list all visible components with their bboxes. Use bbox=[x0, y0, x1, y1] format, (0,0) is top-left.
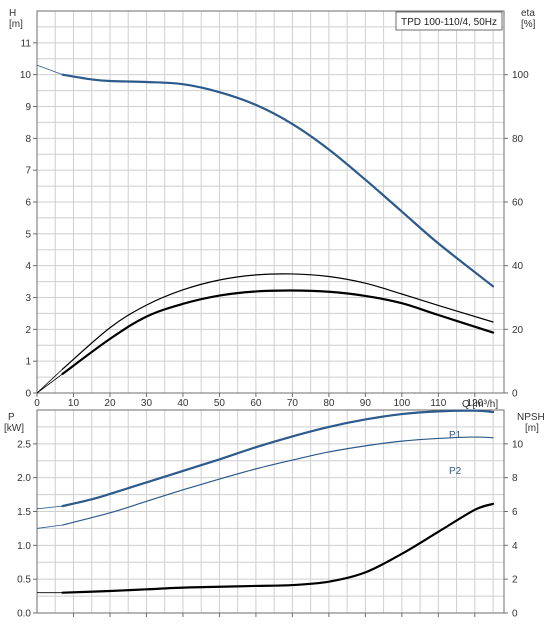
y2-tick-label: 6 bbox=[512, 507, 518, 518]
x-tick-label: 10 bbox=[68, 398, 80, 409]
x-tick-label: 60 bbox=[250, 398, 262, 409]
y2-tick-label: 20 bbox=[512, 325, 524, 336]
x-tick-label: 20 bbox=[104, 398, 116, 409]
y2-axis-label-eta-line1: eta bbox=[521, 8, 535, 19]
head-panel-series-0-curve bbox=[61, 73, 495, 288]
y2-tick-label: 4 bbox=[512, 541, 518, 552]
y-tick-label: 1.5 bbox=[17, 507, 31, 518]
series-label-p2: P2 bbox=[449, 466, 462, 477]
y2-tick-label: 8 bbox=[512, 473, 518, 484]
y2-tick-label: 10 bbox=[512, 439, 524, 450]
grid-lines bbox=[37, 11, 504, 613]
plot-frames bbox=[36, 10, 505, 614]
x-tick-label: 90 bbox=[360, 398, 372, 409]
series-label-p1: P1 bbox=[449, 430, 462, 441]
x-tick-label: 120 bbox=[466, 398, 483, 409]
power-panel-series-0-extrapolation bbox=[36, 505, 63, 510]
power-panel-series-1-extrapolation bbox=[36, 524, 63, 529]
x-tick-label: 0 bbox=[34, 398, 40, 409]
y-tick-label: 9 bbox=[25, 102, 31, 113]
y2-axis-label-eta-line2: [%] bbox=[521, 19, 536, 30]
x-tick-label: 50 bbox=[214, 398, 226, 409]
y-tick-label: 6 bbox=[25, 198, 31, 209]
head-panel-series-1-extrapolation bbox=[36, 368, 63, 394]
y2-tick-label: 40 bbox=[512, 261, 524, 272]
y-tick-label: 7 bbox=[25, 166, 31, 177]
x-tick-label: 40 bbox=[177, 398, 189, 409]
y-axis-label-head-line2: [m] bbox=[9, 19, 23, 30]
y-tick-label: 2 bbox=[25, 325, 31, 336]
y-axis-label-power-line2: [kW] bbox=[4, 423, 24, 434]
power-panel-series-2-curve bbox=[61, 502, 495, 594]
curves bbox=[36, 64, 495, 594]
y2-tick-label: 80 bbox=[512, 134, 524, 145]
chart-title: TPD 100-110/4, 50Hz bbox=[401, 17, 497, 28]
y-tick-label: 2.5 bbox=[17, 439, 31, 450]
x-tick-label: 110 bbox=[430, 398, 446, 409]
x-tick-label: 30 bbox=[141, 398, 153, 409]
y2-tick-label: 0 bbox=[512, 389, 518, 400]
y-tick-label: 1.0 bbox=[17, 541, 31, 552]
y2-axis-label-npsh-line2: [m] bbox=[525, 423, 539, 434]
x-tick-label: 100 bbox=[394, 398, 411, 409]
head-panel-series-0-extrapolation bbox=[36, 64, 63, 76]
head-panel-series-1-curve bbox=[61, 273, 494, 370]
y-tick-label: 5 bbox=[25, 229, 31, 240]
y-tick-label: 8 bbox=[25, 134, 31, 145]
power-panel-series-1-curve bbox=[61, 436, 494, 526]
y-tick-label: 11 bbox=[21, 38, 32, 49]
power-panel-series-0-curve bbox=[61, 409, 495, 508]
x-axis-label: Q [m³/h] bbox=[462, 399, 498, 410]
x-tick-label: 70 bbox=[287, 398, 299, 409]
y-tick-label: 2.0 bbox=[17, 473, 31, 484]
y-axis-label-power: P [kW] bbox=[4, 412, 24, 434]
y-tick-label: 1 bbox=[25, 357, 31, 368]
y-tick-label: 3 bbox=[25, 293, 31, 304]
y2-tick-label: 60 bbox=[512, 198, 524, 209]
y-tick-label: 0.0 bbox=[17, 609, 31, 620]
x-tick-label: 80 bbox=[323, 398, 335, 409]
y-tick-label: 0.5 bbox=[17, 575, 31, 586]
head-panel-series-2-curve bbox=[61, 289, 495, 375]
y-axis-label-head: H [m] bbox=[9, 8, 23, 30]
title-box bbox=[395, 11, 503, 31]
y-tick-label: 0 bbox=[25, 389, 31, 400]
y-tick-label: 4 bbox=[25, 261, 31, 272]
head-panel-series-2-extrapolation bbox=[36, 373, 63, 394]
y-tick-label: 10 bbox=[20, 70, 32, 81]
y2-axis-label-eta: eta [%] bbox=[521, 8, 538, 30]
y2-tick-label: 0 bbox=[512, 609, 518, 620]
y2-axis-label-npsh-line1: NPSH bbox=[517, 412, 545, 423]
y2-tick-label: 100 bbox=[512, 70, 529, 81]
y-axis-label-power-line1: P bbox=[8, 412, 15, 423]
y2-axis-label-npsh: NPSH [m] bbox=[517, 412, 548, 434]
y2-tick-label: 2 bbox=[512, 575, 518, 586]
y-axis-label-head-line1: H bbox=[9, 8, 16, 19]
